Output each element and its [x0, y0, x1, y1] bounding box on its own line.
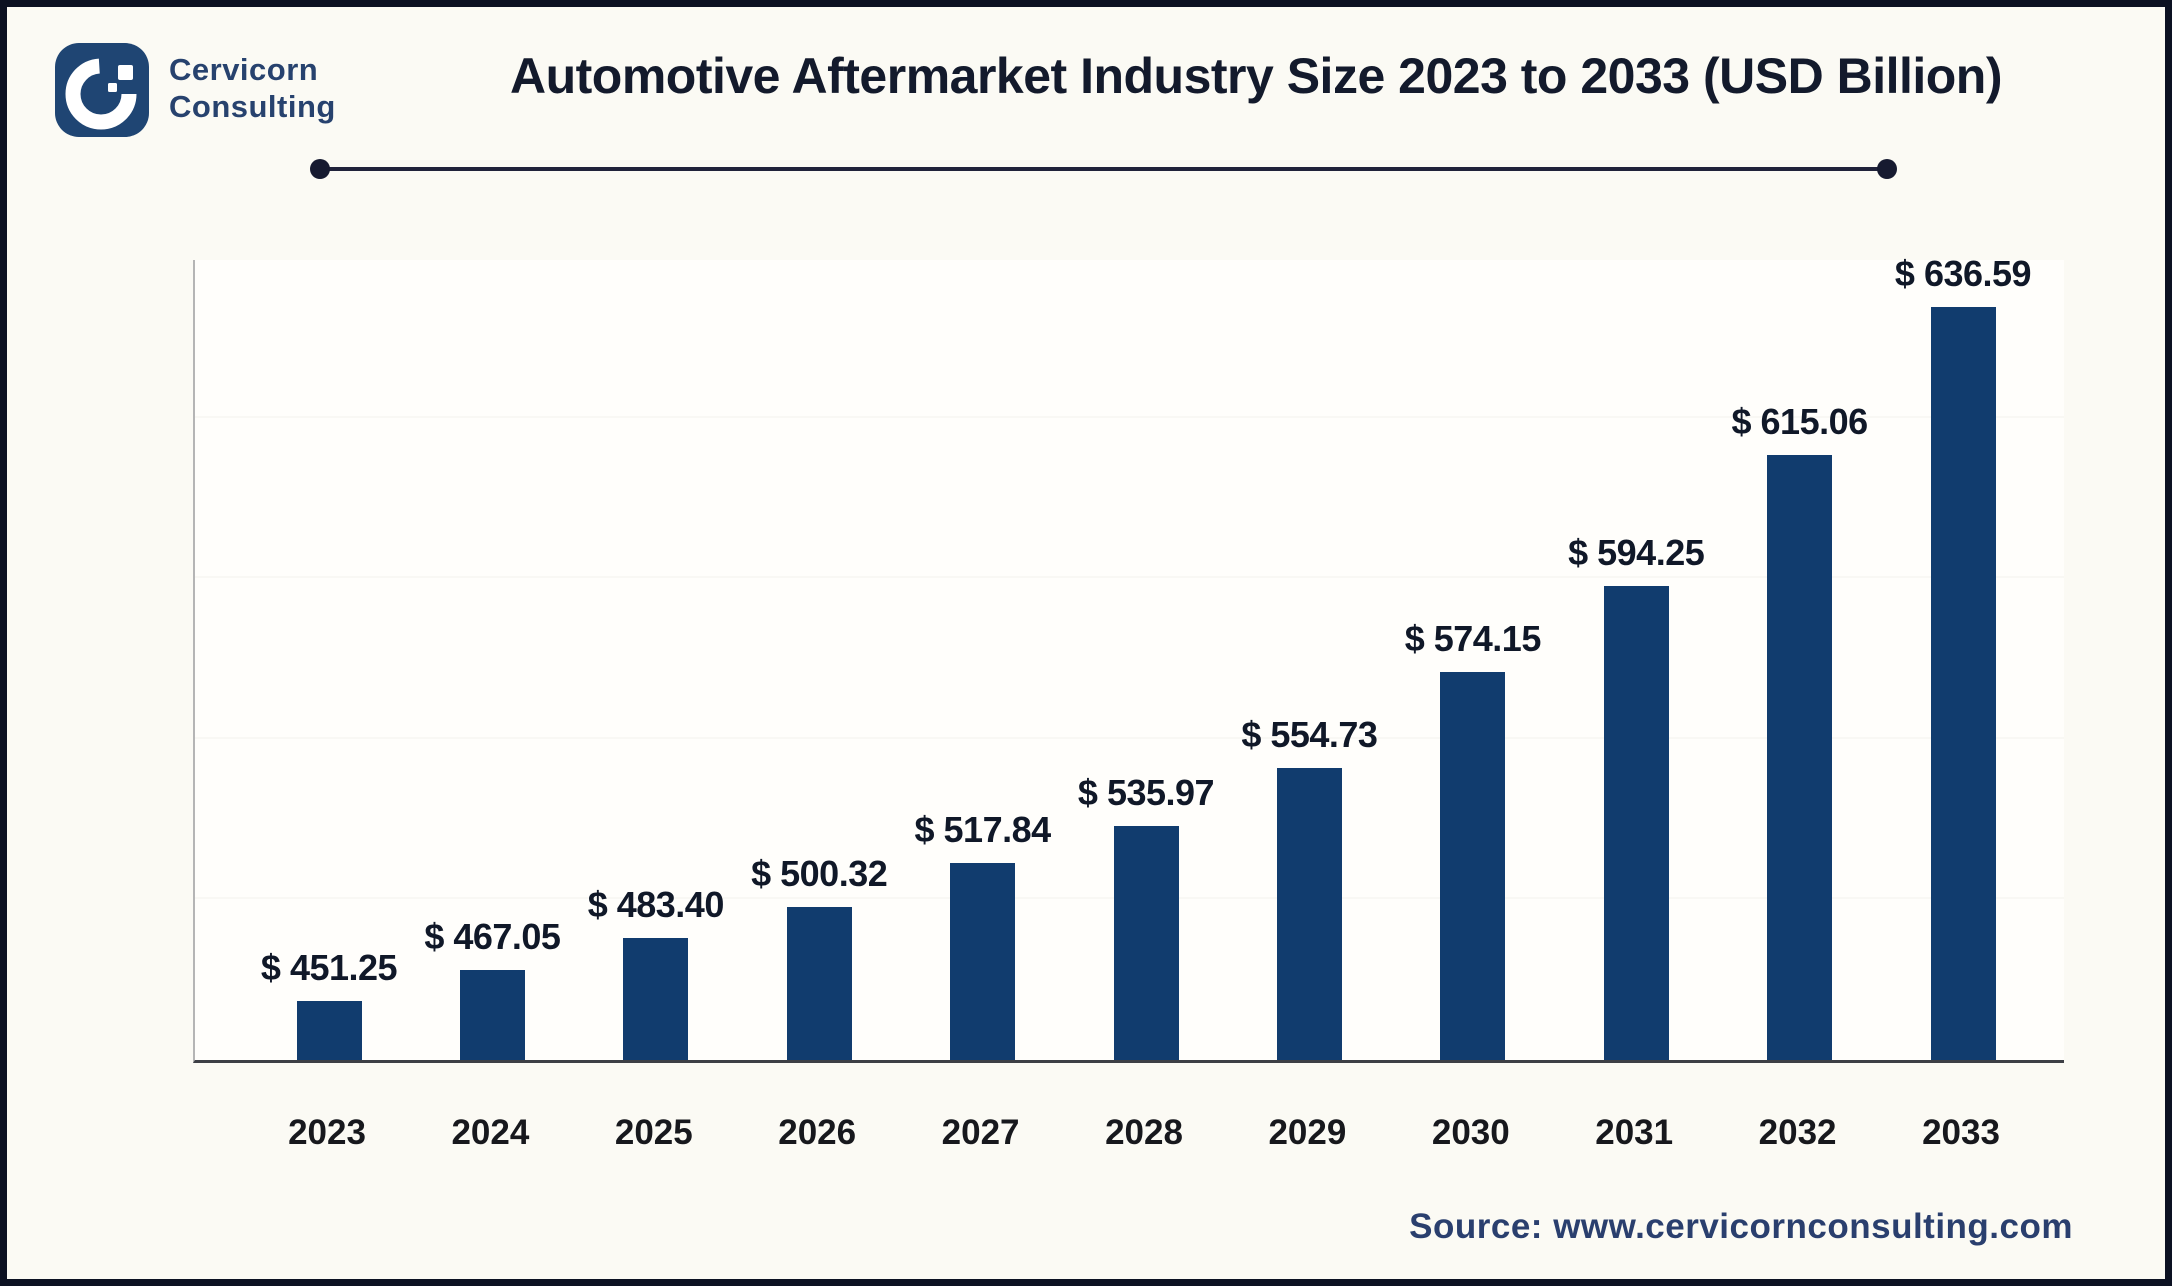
logo-wordmark-line1: Cervicorn: [169, 52, 319, 87]
x-tick-2023: 2023: [288, 1113, 366, 1152]
bar-2029: [1276, 768, 1342, 1060]
logo-wordmark: Cervicorn Consulting: [169, 51, 336, 125]
x-tick-2030: 2030: [1431, 1113, 1510, 1152]
value-label-2028: $ 535.97: [1077, 772, 1215, 813]
page-title: Automotive Aftermarket Industry Size 202…: [509, 48, 2003, 104]
value-label-2024: $ 467.05: [424, 916, 561, 957]
bar-2033: [1930, 307, 1996, 1060]
bar-2031: [1603, 586, 1669, 1060]
bar-2028: [1113, 826, 1179, 1060]
value-label-2033: $ 636.59: [1894, 253, 2032, 294]
logo-c-glyph: [65, 58, 137, 130]
title-underline: [320, 167, 1887, 171]
x-tick-2027: 2027: [941, 1113, 1020, 1152]
value-label-2031: $ 594.25: [1568, 532, 1705, 573]
bar-2032: [1767, 455, 1833, 1060]
logo-wordmark-line2: Consulting: [169, 89, 336, 124]
value-label-2032: $ 615.06: [1731, 401, 1869, 442]
x-tick-2029: 2029: [1268, 1113, 1347, 1152]
bar-2030: [1440, 672, 1506, 1060]
bar-2023: [296, 1001, 362, 1060]
x-axis-labels: 2023 2024 2025 2026 2027 2028 2029 2030 2031 2032…: [193, 1113, 2064, 1161]
bar-2026: [786, 907, 852, 1060]
gridline: [195, 416, 2064, 418]
x-tick-2025: 2025: [614, 1113, 693, 1152]
value-label-2025: $ 483.40: [587, 884, 725, 925]
gridline: [195, 737, 2064, 739]
x-tick-2028: 2028: [1105, 1113, 1183, 1152]
plot-area: $ 451.25 $ 467.05 $ 483.40 $ 500.32 $ 517.84…: [193, 253, 2064, 1063]
x-tick-2032: 2032: [1758, 1113, 1837, 1152]
value-label-2026: $ 500.32: [751, 853, 888, 894]
value-label-2030: $ 574.15: [1404, 618, 1542, 659]
value-label-2023: $ 451.25: [260, 947, 398, 988]
source-note: Source: www.cervicornconsulting.com: [1409, 1207, 2073, 1246]
gridline: [195, 576, 2064, 578]
x-tick-2024: 2024: [451, 1113, 530, 1152]
title-underline-right-dot: [1877, 159, 1897, 179]
value-label-2029: $ 554.73: [1241, 714, 1378, 755]
bar-2025: [623, 938, 689, 1060]
x-tick-2033: 2033: [1922, 1113, 2000, 1152]
cervicorn-logo-icon: [55, 43, 149, 137]
bar-2024: [459, 970, 525, 1060]
bar-2027: [950, 863, 1016, 1060]
title-underline-left-dot: [310, 159, 330, 179]
x-tick-2031: 2031: [1595, 1113, 1674, 1152]
x-tick-2026: 2026: [778, 1113, 857, 1152]
value-label-2027: $ 517.84: [914, 809, 1052, 850]
